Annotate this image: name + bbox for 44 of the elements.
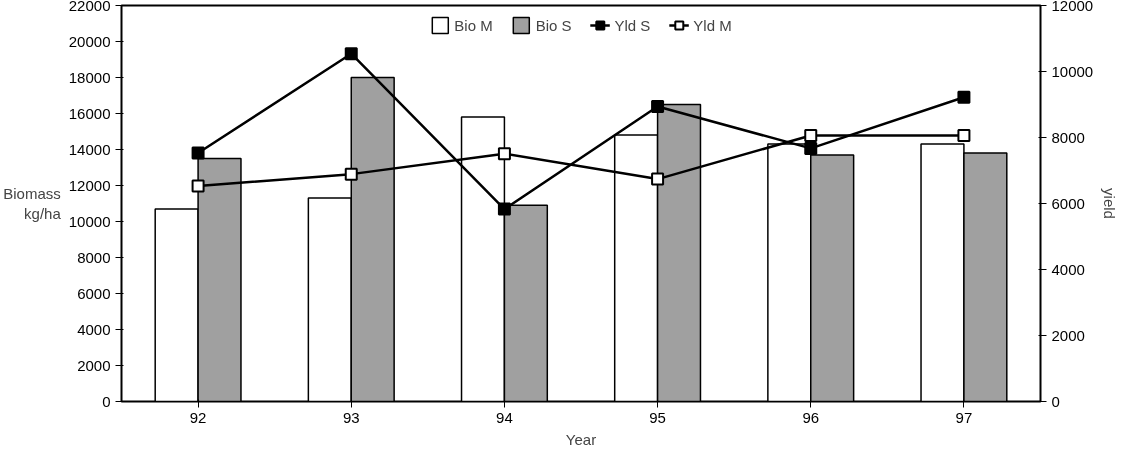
y-tick-label: 2000 xyxy=(77,356,111,374)
y-tick-label: 4000 xyxy=(77,320,111,338)
point xyxy=(191,146,205,160)
x-axis-title: Year xyxy=(565,430,597,448)
point xyxy=(957,129,971,143)
legend-label: Bio M xyxy=(454,16,493,34)
point xyxy=(651,172,665,186)
point xyxy=(344,47,358,61)
x-tick-label: 94 xyxy=(496,408,513,426)
y-tick-label: 6000 xyxy=(77,284,111,302)
y2-tick-label: 6000 xyxy=(1051,194,1085,212)
y-tick-label: 14000 xyxy=(68,140,111,158)
y-tick-label: 20000 xyxy=(68,32,111,50)
point xyxy=(191,179,205,193)
legend-label: Bio S xyxy=(535,16,572,34)
y-tick-label: 22000 xyxy=(68,0,111,14)
y2-tick-label: 0 xyxy=(1051,392,1060,410)
x-tick-label: 93 xyxy=(342,408,360,426)
y-tick-label: 18000 xyxy=(68,68,111,86)
legend-label: Yld M xyxy=(693,16,732,34)
y-tick-label: 8000 xyxy=(77,248,111,266)
y2-tick-label: 12000 xyxy=(1051,0,1094,14)
y2-axis-title: yield xyxy=(1101,188,1119,219)
legend-label: Yld S xyxy=(614,16,651,34)
x-tick-label: 96 xyxy=(802,408,820,426)
y-tick-label: 12000 xyxy=(68,176,111,194)
point xyxy=(804,129,818,143)
y-tick-label: 10000 xyxy=(68,212,111,230)
y-tick-label: 16000 xyxy=(68,104,111,122)
x-tick-label: 97 xyxy=(955,408,973,426)
y2-tick-label: 2000 xyxy=(1051,326,1085,344)
x-tick-label: 92 xyxy=(189,408,207,426)
y2-tick-label: 8000 xyxy=(1051,128,1085,146)
point xyxy=(344,167,358,181)
y2-tick-label: 10000 xyxy=(1051,62,1094,80)
y-axis-title: Biomass kg/ha xyxy=(3,184,62,223)
point xyxy=(957,90,971,104)
x-tick-label: 95 xyxy=(649,408,666,426)
y-tick-label: 0 xyxy=(102,392,111,410)
point xyxy=(497,147,511,161)
point xyxy=(651,99,665,113)
y2-tick-label: 4000 xyxy=(1051,260,1085,278)
point xyxy=(804,141,818,155)
point xyxy=(497,202,511,216)
